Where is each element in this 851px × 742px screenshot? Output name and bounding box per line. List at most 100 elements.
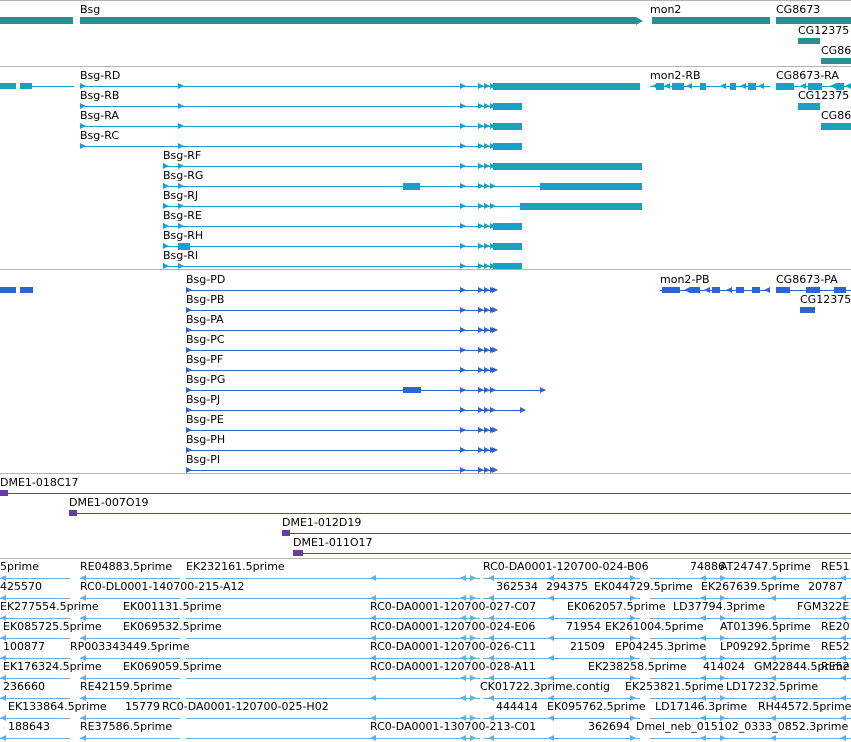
est-feature[interactable]: [80, 578, 180, 579]
est-feature[interactable]: [370, 618, 460, 619]
est-feature[interactable]: [0, 578, 70, 579]
est-feature[interactable]: [80, 698, 180, 699]
transcript-exon[interactable]: [493, 163, 642, 170]
est-feature[interactable]: [370, 738, 460, 739]
transcript-exon[interactable]: [178, 243, 190, 250]
transcript-exon-cg8673[interactable]: [776, 83, 794, 90]
est-feature[interactable]: [186, 678, 480, 679]
transcript-exon-mon2[interactable]: [748, 83, 756, 90]
transcript-exon[interactable]: [493, 123, 522, 130]
est-feature[interactable]: [483, 598, 640, 599]
transcript-exon-mon2[interactable]: [700, 83, 706, 90]
est-feature[interactable]: [186, 598, 480, 599]
est-feature[interactable]: [0, 678, 70, 679]
transcript-exon[interactable]: [493, 263, 522, 270]
est-feature[interactable]: [370, 578, 460, 579]
est-feature[interactable]: [650, 578, 851, 579]
transcript-exon-cg86[interactable]: [821, 123, 851, 130]
transcript-exon[interactable]: [493, 83, 640, 90]
est-feature[interactable]: [80, 618, 180, 619]
est-feature[interactable]: [186, 638, 480, 639]
protein-block[interactable]: [403, 387, 421, 393]
protein-block-mon2[interactable]: [736, 287, 744, 293]
est-feature[interactable]: [370, 678, 460, 679]
est-feature[interactable]: [483, 638, 640, 639]
est-feature[interactable]: [80, 598, 180, 599]
est-feature[interactable]: [80, 658, 180, 659]
est-feature[interactable]: [650, 738, 851, 739]
est-feature[interactable]: [186, 698, 480, 699]
protein-block-mon2[interactable]: [690, 287, 700, 293]
transcript-exon-cg8673[interactable]: [836, 83, 844, 90]
est-feature[interactable]: [186, 718, 480, 719]
est-feature[interactable]: [0, 738, 70, 739]
est-feature[interactable]: [186, 618, 480, 619]
est-feature[interactable]: [0, 638, 70, 639]
protein-block-cg8673[interactable]: [806, 287, 820, 293]
transcript-exon-mon2[interactable]: [656, 83, 664, 90]
est-feature[interactable]: [650, 598, 851, 599]
est-feature[interactable]: [0, 598, 70, 599]
est-feature[interactable]: [650, 618, 851, 619]
est-feature[interactable]: [483, 678, 640, 679]
est-feature[interactable]: [370, 638, 460, 639]
est-feature[interactable]: [650, 678, 851, 679]
clone-bar[interactable]: [69, 513, 851, 514]
est-feature[interactable]: [80, 718, 180, 719]
est-feature[interactable]: [483, 658, 640, 659]
est-feature[interactable]: [370, 598, 460, 599]
est-feature[interactable]: [0, 718, 70, 719]
transcript-exon-mon2[interactable]: [672, 83, 684, 90]
est-feature[interactable]: [370, 698, 460, 699]
transcript-exon[interactable]: [493, 143, 522, 150]
est-feature[interactable]: [186, 578, 480, 579]
est-feature[interactable]: [80, 638, 180, 639]
est-feature[interactable]: [370, 658, 460, 659]
est-feature[interactable]: [0, 698, 70, 699]
est-feature[interactable]: [370, 718, 460, 719]
clone-bar[interactable]: [0, 493, 851, 494]
est-feature[interactable]: [650, 638, 851, 639]
gene-feature-mon2[interactable]: [652, 17, 770, 24]
est-feature[interactable]: [483, 578, 640, 579]
transcript-exon-mon2[interactable]: [730, 83, 736, 90]
est-feature[interactable]: [483, 718, 640, 719]
transcript-exon[interactable]: [520, 203, 642, 210]
protein-block-mon2[interactable]: [712, 287, 720, 293]
gene-feature-cg86[interactable]: [821, 58, 851, 64]
transcript-exon[interactable]: [540, 183, 642, 190]
est-feature[interactable]: [650, 698, 851, 699]
est-feature[interactable]: [650, 658, 851, 659]
transcript-left-exon2[interactable]: [20, 83, 32, 89]
transcript-exon-cg12375[interactable]: [798, 103, 820, 110]
est-feature[interactable]: [650, 718, 851, 719]
gene-feature-cg8673[interactable]: [776, 17, 851, 24]
protein-block-mon2[interactable]: [752, 287, 760, 293]
protein-block-cg12375[interactable]: [800, 307, 815, 313]
transcript-exon[interactable]: [493, 243, 522, 250]
protein-block-cg8673[interactable]: [834, 287, 846, 293]
transcript-exon[interactable]: [403, 183, 420, 190]
est-feature[interactable]: [186, 738, 480, 739]
transcript-exon[interactable]: [493, 223, 522, 230]
protein-block-mon2[interactable]: [662, 287, 680, 293]
gene-feature-bsg[interactable]: [80, 17, 636, 24]
est-feature[interactable]: [483, 618, 640, 619]
est-feature[interactable]: [80, 738, 180, 739]
est-feature[interactable]: [483, 738, 640, 739]
est-feature[interactable]: [186, 658, 480, 659]
gene-feature-left[interactable]: [0, 17, 73, 24]
est-feature[interactable]: [483, 698, 640, 699]
est-feature[interactable]: [80, 678, 180, 679]
protein-left-exon2[interactable]: [20, 287, 33, 293]
transcript-exon[interactable]: [493, 103, 522, 110]
transcript-left-exon[interactable]: [0, 83, 16, 89]
est-feature[interactable]: [0, 658, 70, 659]
est-feature[interactable]: [0, 618, 70, 619]
clone-bar[interactable]: [282, 533, 851, 534]
protein-left-exon[interactable]: [0, 287, 16, 293]
protein-block-cg8673[interactable]: [776, 287, 790, 293]
transcript-exon-cg8673[interactable]: [808, 83, 822, 90]
clone-bar[interactable]: [293, 553, 851, 554]
